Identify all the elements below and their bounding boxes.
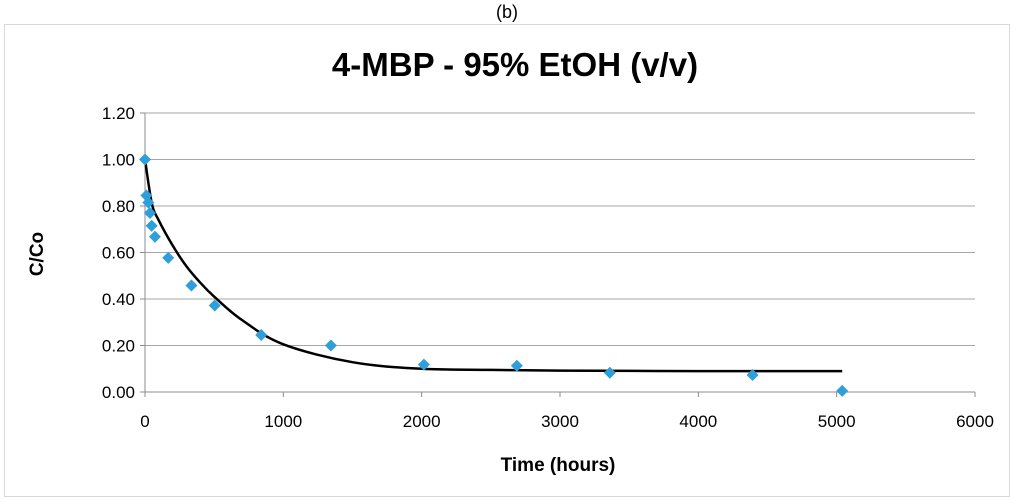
data-point-3 [143, 206, 156, 219]
y-tick-label-5: 1.00 [102, 151, 135, 170]
data-point-14 [746, 369, 759, 382]
x-tick-label-3: 3000 [541, 412, 579, 431]
data-point-4 [145, 219, 158, 232]
y-tick-label-2: 0.40 [102, 290, 135, 309]
x-tick-label-0: 0 [140, 412, 149, 431]
data-point-9 [255, 329, 268, 342]
y-tick-label-1: 0.20 [102, 337, 135, 356]
data-point-11 [417, 358, 430, 371]
x-tick-label-4: 4000 [679, 412, 717, 431]
data-point-0 [139, 153, 151, 166]
x-tick-label-1: 1000 [264, 412, 302, 431]
data-point-8 [208, 299, 221, 312]
panel-label: (b) [496, 2, 518, 22]
y-tick-label-3: 0.60 [102, 244, 135, 263]
x-tick-label-2: 2000 [403, 412, 441, 431]
data-point-12 [510, 359, 523, 372]
data-points-layer [139, 153, 849, 397]
data-point-10 [324, 339, 337, 352]
data-point-2 [142, 196, 155, 209]
tick-labels: 0 1000 2000 3000 4000 5000 6000 0.00 0.20 0.40 0.6… [102, 104, 994, 431]
gridlines [145, 112, 975, 346]
y-tick-label-6: 1.20 [102, 104, 135, 123]
x-axis-title: Time (hours) [501, 455, 616, 476]
y-tick-label-4: 0.80 [102, 197, 135, 216]
chart-area-border [4, 24, 1010, 497]
data-point-15 [836, 384, 849, 397]
x-tick-label-6: 6000 [956, 412, 994, 431]
data-point-6 [162, 251, 175, 264]
data-point-7 [185, 279, 198, 292]
chart-title: 4-MBP - 95% EtOH (v/v) [332, 46, 698, 83]
data-point-5 [148, 230, 161, 243]
data-point-13 [603, 366, 616, 379]
x-tick-label-5: 5000 [818, 412, 856, 431]
y-tick-label-0: 0.00 [102, 383, 135, 402]
y-axis-title: C/Co [27, 232, 48, 276]
